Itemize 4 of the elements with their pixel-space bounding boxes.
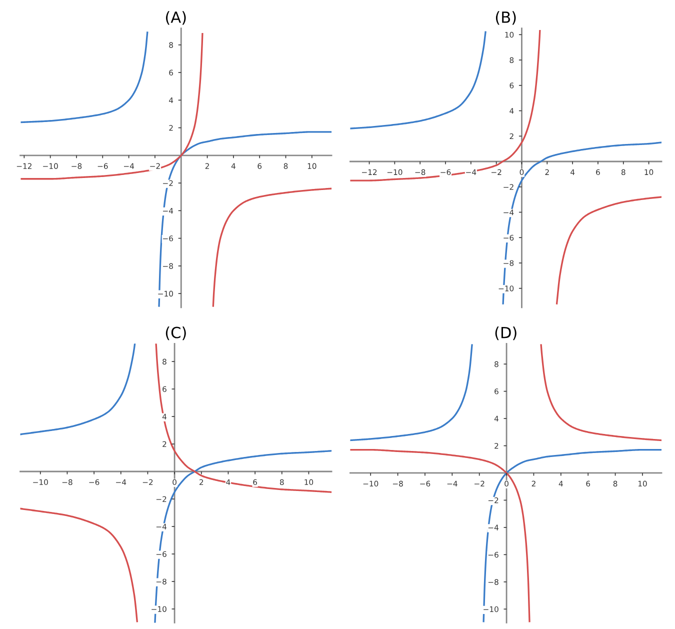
chart-title: (B) <box>496 11 516 25</box>
chart-title: (C) <box>166 326 186 340</box>
chart-title: (D) <box>495 326 516 340</box>
chart-title: (A) <box>166 11 186 25</box>
